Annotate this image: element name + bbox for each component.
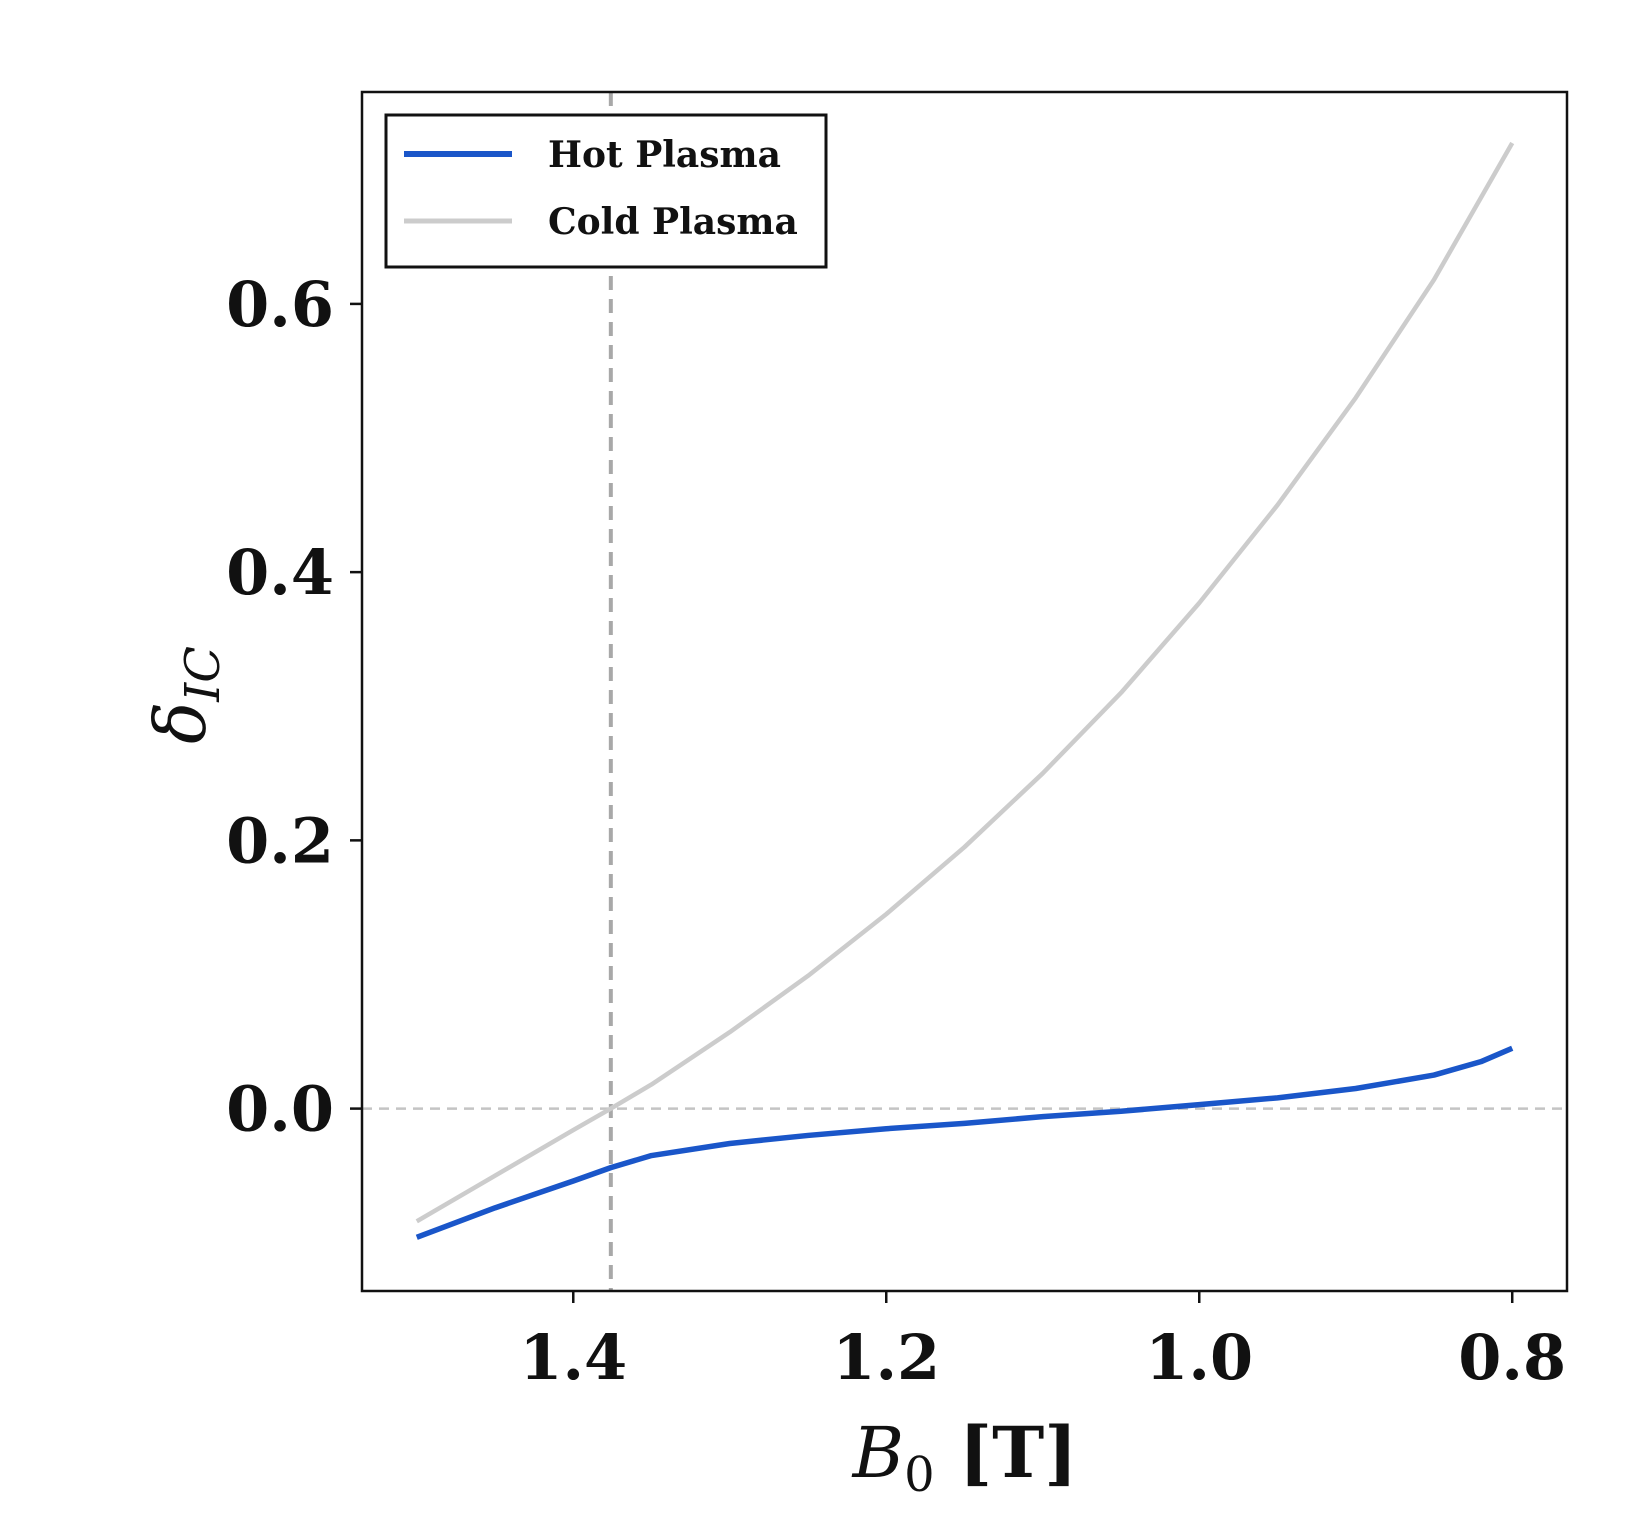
y-tick-label: 0.4	[226, 536, 334, 609]
legend-label-hot-plasma: Hot Plasma	[548, 134, 781, 176]
x-tick-label: 1.4	[519, 1321, 627, 1394]
x-axis-label-subscript: 0	[904, 1447, 935, 1503]
y-axis-label: δIC	[140, 646, 231, 744]
x-axis-label: B0 [T]	[851, 1411, 1078, 1503]
x-axis-label-main: B	[851, 1412, 904, 1494]
series-line-cold-plasma	[415, 141, 1515, 1224]
x-axis-ticks: 1.4 1.2 1.0 0.8	[519, 1291, 1566, 1394]
plot-frame	[360, 90, 1569, 1293]
y-axis-label-subscript: IC	[175, 646, 231, 703]
y-tick-label: 0.2	[226, 804, 334, 877]
y-tick-label: 0.6	[226, 268, 334, 341]
x-tick-label: 0.8	[1458, 1321, 1566, 1394]
series-layer	[415, 141, 1515, 1240]
y-axis-label-main: δ	[140, 702, 222, 744]
y-tick-label: 0.0	[226, 1073, 334, 1146]
y-axis-ticks: 0.0 0.2 0.4 0.6	[226, 268, 362, 1146]
legend: Hot Plasma Cold Plasma	[384, 113, 828, 269]
reference-lines	[362, 92, 1567, 1291]
x-axis-label-unit: [T]	[935, 1411, 1078, 1494]
x-tick-label: 1.0	[1145, 1321, 1253, 1394]
series-line-hot-plasma	[415, 1045, 1514, 1240]
x-tick-label: 1.2	[832, 1321, 940, 1394]
legend-label-cold-plasma: Cold Plasma	[548, 201, 798, 243]
legend-frame	[384, 113, 828, 269]
